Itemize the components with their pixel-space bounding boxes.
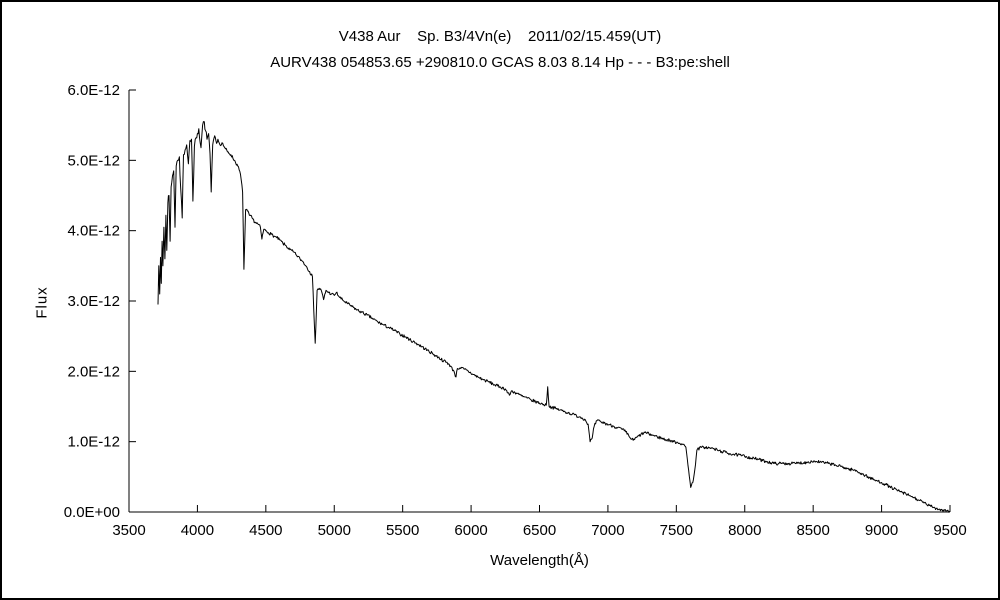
svg-text:1.0E-12: 1.0E-12 xyxy=(67,434,120,451)
svg-text:3500: 3500 xyxy=(112,522,145,539)
svg-text:6500: 6500 xyxy=(523,522,556,539)
svg-text:6000: 6000 xyxy=(454,522,487,539)
svg-text:5000: 5000 xyxy=(318,522,351,539)
x-axis-label: Wavelength(Å) xyxy=(490,552,589,569)
svg-text:8000: 8000 xyxy=(728,522,761,539)
svg-text:6.0E-12: 6.0E-12 xyxy=(67,82,120,99)
svg-text:7500: 7500 xyxy=(660,522,693,539)
svg-text:4000: 4000 xyxy=(181,522,214,539)
svg-text:4.0E-12: 4.0E-12 xyxy=(67,223,120,240)
svg-text:5.0E-12: 5.0E-12 xyxy=(67,152,120,169)
svg-text:5500: 5500 xyxy=(386,522,419,539)
svg-text:0.0E+00: 0.0E+00 xyxy=(64,504,120,521)
svg-text:9500: 9500 xyxy=(933,522,966,539)
svg-text:4500: 4500 xyxy=(249,522,282,539)
chart-title-line1: V438 Aur Sp. B3/4Vn(e) 2011/02/15.459(UT… xyxy=(338,28,662,45)
svg-text:8500: 8500 xyxy=(796,522,829,539)
y-axis-label: Flux xyxy=(33,286,51,319)
svg-text:3.0E-12: 3.0E-12 xyxy=(67,293,120,310)
svg-text:2.0E-12: 2.0E-12 xyxy=(67,363,120,380)
chart-title-line2: AURV438 054853.65 +290810.0 GCAS 8.03 8.… xyxy=(270,54,730,71)
svg-text:7000: 7000 xyxy=(591,522,624,539)
svg-text:9000: 9000 xyxy=(865,522,898,539)
